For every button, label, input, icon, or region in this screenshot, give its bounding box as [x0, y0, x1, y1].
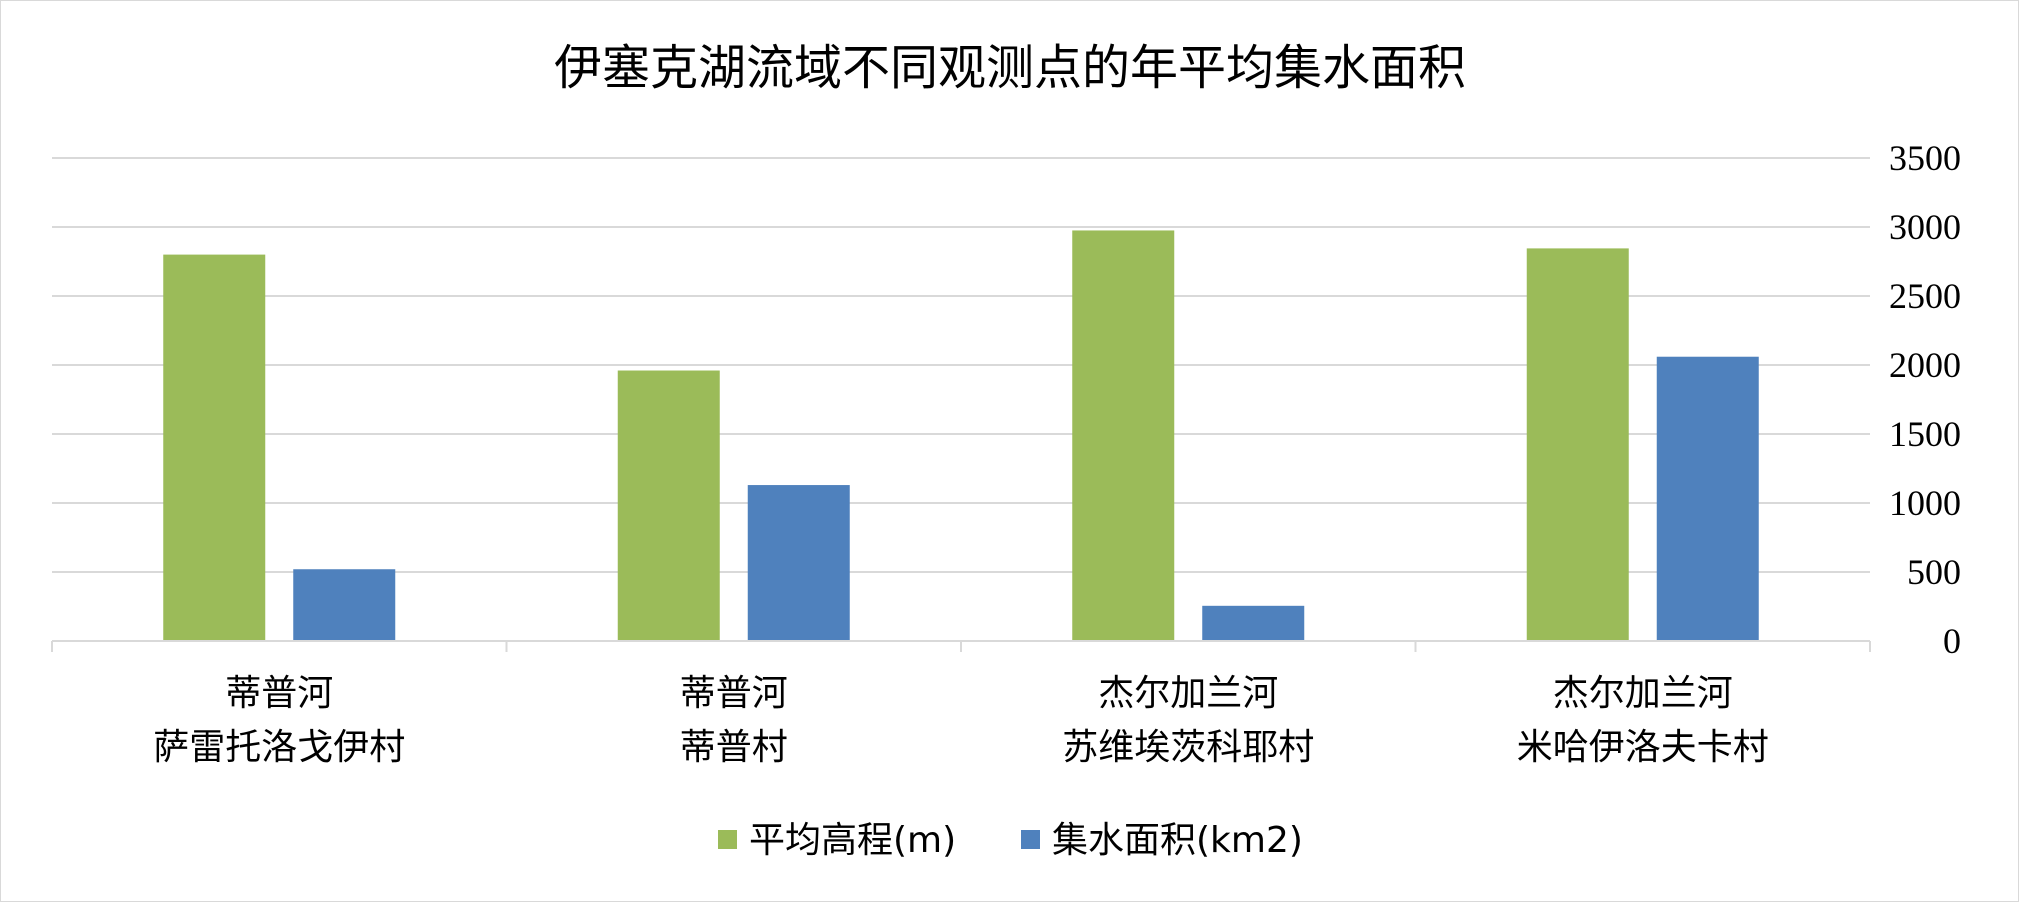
y-tick-label: 500 — [1907, 552, 1961, 592]
chart-title: 伊塞克湖流域不同观测点的年平均集水面积 — [554, 40, 1466, 96]
y-tick-label: 2000 — [1889, 345, 1961, 385]
bar-catchment-area — [1202, 605, 1305, 641]
legend-swatch — [718, 830, 737, 849]
category-label: 杰尔加兰河 — [1098, 673, 1278, 714]
category-label: 苏维埃茨科耶村 — [1062, 727, 1314, 768]
category-label: 萨雷托洛戈伊村 — [153, 727, 405, 768]
bar-catchment-area — [1656, 356, 1759, 641]
bars — [163, 230, 1759, 641]
y-axis-ticks: 0 500 1000 1500 2000 2500 3000 3500 — [1889, 138, 1961, 661]
legend: 平均高程(m) 集水面积(km2) — [718, 820, 1303, 861]
y-tick-label: 1000 — [1889, 483, 1961, 523]
category-label: 蒂普河 — [680, 673, 788, 714]
bar-elevation — [163, 254, 266, 641]
bar-elevation — [1072, 230, 1175, 641]
legend-swatch — [1021, 830, 1040, 849]
category-label: 蒂普河 — [225, 673, 333, 714]
bar-catchment-area — [293, 569, 396, 641]
category-label: 杰尔加兰河 — [1553, 673, 1733, 714]
y-tick-label: 3500 — [1889, 138, 1961, 178]
bar-elevation — [617, 370, 720, 641]
category-label: 蒂普村 — [680, 727, 788, 768]
legend-label: 集水面积(km2) — [1052, 820, 1303, 861]
y-tick-label: 2500 — [1889, 276, 1961, 316]
y-tick-label: 0 — [1943, 621, 1961, 661]
y-tick-label: 1500 — [1889, 414, 1961, 454]
category-label: 米哈伊洛夫卡村 — [1517, 727, 1769, 768]
bar-elevation — [1526, 248, 1629, 641]
y-tick-label: 3000 — [1889, 207, 1961, 247]
bar-catchment-area — [747, 485, 850, 641]
x-axis — [51, 640, 1871, 652]
legend-label: 平均高程(m) — [749, 820, 956, 861]
